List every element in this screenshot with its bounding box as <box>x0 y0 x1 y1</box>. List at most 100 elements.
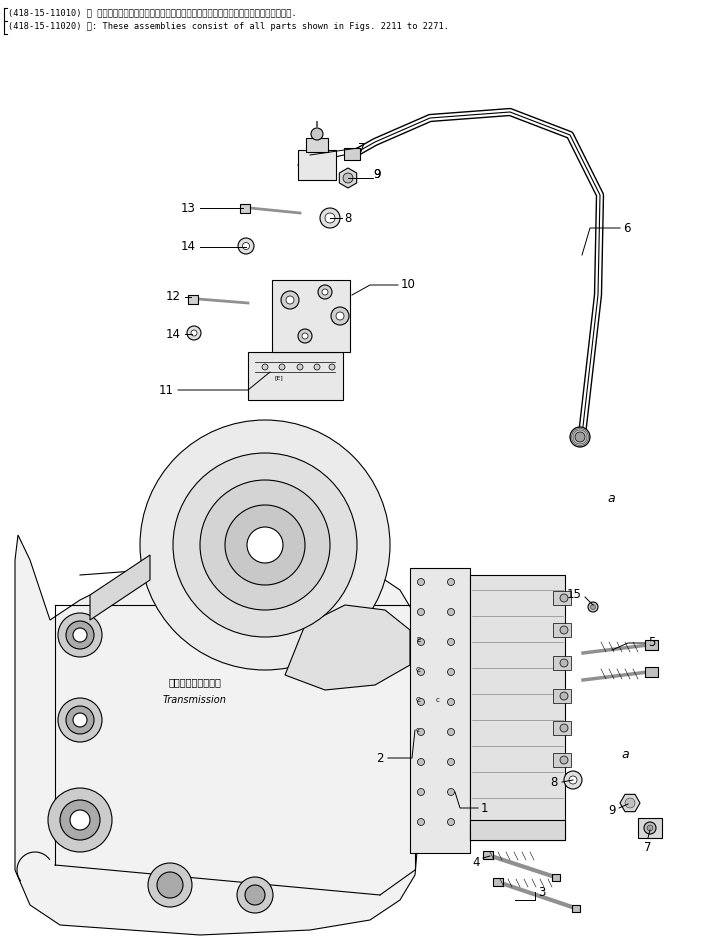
Text: 8: 8 <box>344 212 352 224</box>
Bar <box>410 568 470 853</box>
Circle shape <box>560 692 568 700</box>
Circle shape <box>245 885 265 905</box>
Text: a: a <box>621 749 628 761</box>
Text: 7: 7 <box>644 841 652 854</box>
Polygon shape <box>15 535 418 935</box>
Bar <box>272 280 350 352</box>
Text: トランスミッション: トランスミッション <box>169 677 221 687</box>
Circle shape <box>448 578 455 586</box>
Circle shape <box>325 213 335 223</box>
Circle shape <box>247 527 283 563</box>
Circle shape <box>448 639 455 645</box>
Circle shape <box>70 810 90 830</box>
Circle shape <box>329 364 335 370</box>
Text: 11: 11 <box>159 383 174 397</box>
Circle shape <box>157 872 183 898</box>
Polygon shape <box>340 168 356 188</box>
Bar <box>306 138 328 152</box>
Bar <box>248 352 343 400</box>
Circle shape <box>448 819 455 825</box>
Circle shape <box>279 364 285 370</box>
Circle shape <box>418 578 425 586</box>
Text: 13: 13 <box>181 202 196 215</box>
Text: [E]: [E] <box>275 376 284 381</box>
Circle shape <box>243 242 250 250</box>
Text: (418-15-11010) ｝ これらのアセンブリの構成部品は第２２１１図から第２２７１図の部品を含みます.: (418-15-11010) ｝ これらのアセンブリの構成部品は第２２１１図から… <box>8 8 297 17</box>
Circle shape <box>418 819 425 825</box>
Circle shape <box>336 312 344 320</box>
Circle shape <box>560 724 568 732</box>
Circle shape <box>448 788 455 795</box>
Circle shape <box>448 699 455 706</box>
Circle shape <box>448 609 455 615</box>
Bar <box>553 623 571 637</box>
Circle shape <box>200 480 330 610</box>
Bar <box>553 591 571 605</box>
Circle shape <box>418 699 425 706</box>
Text: a: a <box>607 492 614 505</box>
Text: (418-15-11020) ｝: These assemblies consist of all parts shown in Figs. 2211 to 2: (418-15-11020) ｝: These assemblies consi… <box>8 22 449 31</box>
Bar <box>553 656 571 670</box>
Polygon shape <box>620 794 640 812</box>
Circle shape <box>588 602 598 612</box>
Circle shape <box>66 621 94 649</box>
Circle shape <box>237 877 273 913</box>
Circle shape <box>73 628 87 642</box>
Bar <box>553 689 571 703</box>
Bar <box>553 753 571 767</box>
Text: 15: 15 <box>567 588 582 600</box>
Circle shape <box>560 594 568 602</box>
Text: 9: 9 <box>373 168 380 181</box>
Circle shape <box>318 285 332 299</box>
Circle shape <box>569 776 577 784</box>
Bar <box>638 818 662 838</box>
Circle shape <box>60 800 100 840</box>
Bar <box>553 721 571 735</box>
Text: 1: 1 <box>481 802 489 815</box>
Circle shape <box>262 364 268 370</box>
Circle shape <box>575 432 585 442</box>
Bar <box>552 874 560 881</box>
Circle shape <box>560 659 568 667</box>
Text: C: C <box>416 667 421 673</box>
Circle shape <box>418 639 425 645</box>
Circle shape <box>66 706 94 734</box>
Bar <box>645 640 658 650</box>
Bar <box>188 295 198 304</box>
Circle shape <box>48 788 112 852</box>
Text: 14: 14 <box>166 328 181 340</box>
Circle shape <box>647 825 653 831</box>
Circle shape <box>225 505 305 585</box>
Circle shape <box>314 364 320 370</box>
Circle shape <box>322 289 328 295</box>
Circle shape <box>320 208 340 228</box>
Circle shape <box>58 698 102 742</box>
Bar <box>572 905 580 912</box>
Circle shape <box>448 669 455 675</box>
Circle shape <box>564 771 582 789</box>
Text: C: C <box>416 697 421 703</box>
Text: E: E <box>416 637 420 643</box>
Circle shape <box>191 330 197 336</box>
Circle shape <box>591 605 595 609</box>
Circle shape <box>73 713 87 727</box>
Circle shape <box>187 326 201 340</box>
Polygon shape <box>285 605 410 690</box>
Bar <box>470 575 565 840</box>
Text: 8: 8 <box>550 776 558 789</box>
Circle shape <box>238 238 254 254</box>
Bar <box>645 667 658 677</box>
Circle shape <box>298 329 312 343</box>
Circle shape <box>331 307 349 325</box>
Text: Transmission: Transmission <box>163 695 227 705</box>
Circle shape <box>644 822 656 834</box>
Text: 9: 9 <box>609 804 616 817</box>
Polygon shape <box>90 555 150 620</box>
Circle shape <box>448 728 455 736</box>
Text: c: c <box>416 727 420 733</box>
Bar <box>483 851 493 859</box>
Circle shape <box>570 427 590 447</box>
Circle shape <box>140 420 390 670</box>
Circle shape <box>311 128 323 140</box>
Text: c: c <box>436 697 440 703</box>
